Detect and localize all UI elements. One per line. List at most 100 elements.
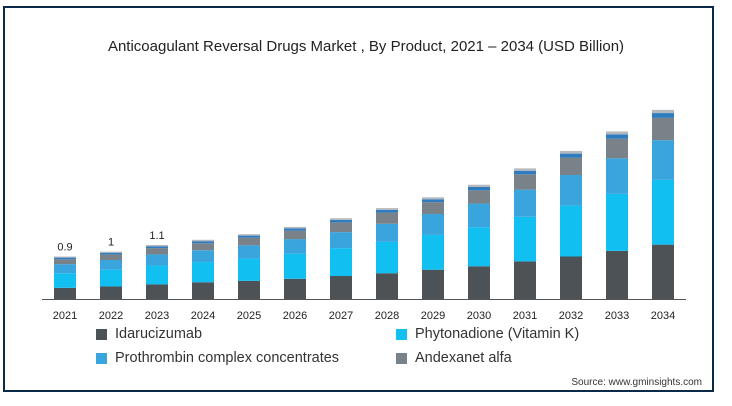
- legend-label-3: Andexanet alfa: [415, 350, 512, 366]
- bar-segment-2025-s1: [238, 258, 260, 281]
- bar-segment-2022-s2: [100, 259, 122, 270]
- bar-cap-2024-0: [192, 241, 214, 244]
- bar-cap-2030-0: [468, 186, 490, 191]
- bar-segment-2031-s2: [514, 189, 536, 217]
- bar-segment-2033-s0: [606, 250, 628, 299]
- bar-segment-2023-s2: [146, 254, 168, 266]
- bar-cap-2033-0: [606, 134, 628, 139]
- bar-segment-2030-s1: [468, 227, 490, 267]
- bar-segment-2031-s3: [514, 174, 536, 190]
- legend-swatch-1: [396, 328, 407, 340]
- bar-segment-2021-s0: [54, 287, 76, 299]
- bar-cap-2031-0: [514, 170, 536, 175]
- bar-cap-2033-1: [606, 131, 628, 135]
- bar-segment-2023-s3: [146, 248, 168, 255]
- bar-cap-2027-1: [330, 218, 352, 220]
- bar-segment-2026-s3: [284, 230, 306, 240]
- bar-cap-2023-0: [146, 246, 168, 249]
- bar-segment-2031-s0: [514, 261, 536, 299]
- x-tick-label-2027: 2027: [329, 310, 353, 322]
- bar-segment-2030-s3: [468, 190, 490, 204]
- x-tick-label-2030: 2030: [467, 310, 491, 322]
- x-tick-label-2034: 2034: [651, 310, 675, 322]
- bar-segment-2033-s1: [606, 193, 628, 251]
- bar-segment-2021-s1: [54, 273, 76, 288]
- x-tick-label-2032: 2032: [559, 310, 583, 322]
- bar-cap-2021-0: [54, 257, 76, 260]
- bar-segment-2033-s2: [606, 158, 628, 194]
- bar-segment-2030-s0: [468, 266, 490, 299]
- bar-segment-2032-s1: [560, 205, 582, 257]
- source-note: Source: www.gminsights.com: [571, 377, 702, 388]
- bar-segment-2024-s0: [192, 282, 214, 299]
- legend-swatch-0: [96, 328, 107, 340]
- bar-cap-2029-0: [422, 199, 444, 203]
- x-tick-label-2026: 2026: [283, 310, 307, 322]
- x-tick-label-2033: 2033: [605, 310, 629, 322]
- bar-cap-2034-1: [652, 109, 674, 114]
- bar-segment-2022-s1: [100, 269, 122, 287]
- bar-cap-2022-1: [100, 251, 122, 253]
- chart-legend: Idarucizumab Phytonadione (Vitamin K) Prot…: [96, 326, 656, 366]
- x-tick-label-2024: 2024: [191, 310, 215, 322]
- bar-segment-2029-s1: [422, 234, 444, 270]
- bar-segment-2022-s0: [100, 286, 122, 299]
- bar-segment-2027-s3: [330, 222, 352, 233]
- bar-cap-2021-1: [54, 256, 76, 258]
- bar-cap-2026-0: [284, 228, 306, 231]
- bar-segment-2026-s0: [284, 278, 306, 299]
- bar-segment-2028-s3: [376, 212, 398, 224]
- bar-segment-2027-s1: [330, 248, 352, 277]
- data-label-2021: 0.9: [57, 242, 72, 254]
- bar-segment-2030-s2: [468, 203, 490, 228]
- bar-segment-2026-s1: [284, 253, 306, 279]
- bar-segment-2031-s1: [514, 216, 536, 262]
- bar-cap-2031-1: [514, 168, 536, 171]
- x-tick-label-2023: 2023: [145, 310, 169, 322]
- bar-cap-2032-0: [560, 153, 582, 158]
- bar-segment-2027-s0: [330, 276, 352, 299]
- legend-label-0: Idarucizumab: [115, 326, 203, 342]
- x-tick-label-2028: 2028: [375, 310, 399, 322]
- bar-segment-2028-s2: [376, 223, 398, 242]
- bar-segment-2034-s3: [652, 117, 674, 141]
- chart-frame: [3, 6, 714, 392]
- bar-cap-2023-1: [146, 245, 168, 247]
- bar-segment-2028-s0: [376, 273, 398, 299]
- bar-segment-2029-s2: [422, 214, 444, 235]
- bar-segment-2022-s3: [100, 254, 122, 260]
- bar-segment-2032-s3: [560, 157, 582, 175]
- legend-item-3: Andexanet alfa: [396, 350, 656, 366]
- data-label-2022: 1: [108, 237, 114, 249]
- bar-segment-2027-s2: [330, 232, 352, 249]
- legend-item-2: Prothrombin complex concentrates: [96, 350, 396, 366]
- bar-cap-2025-0: [238, 235, 260, 238]
- legend-item-1: Phytonadione (Vitamin K): [396, 326, 656, 342]
- bar-segment-2028-s1: [376, 241, 398, 274]
- bar-segment-2034-s1: [652, 179, 674, 245]
- bar-segment-2023-s1: [146, 265, 168, 285]
- bar-segment-2024-s1: [192, 262, 214, 283]
- bar-cap-2034-0: [652, 113, 674, 118]
- bar-cap-2028-1: [376, 208, 398, 210]
- data-label-2023: 1.1: [149, 230, 164, 242]
- x-tick-label-2029: 2029: [421, 310, 445, 322]
- bar-cap-2024-1: [192, 239, 214, 242]
- legend-label-1: Phytonadione (Vitamin K): [415, 326, 580, 342]
- bar-segment-2032-s2: [560, 174, 582, 206]
- legend-swatch-2: [96, 352, 107, 364]
- bar-segment-2024-s3: [192, 243, 214, 251]
- bar-cap-2029-1: [422, 197, 444, 200]
- bar-segment-2029-s0: [422, 269, 444, 299]
- bar-cap-2030-1: [468, 184, 490, 187]
- bar-segment-2023-s0: [146, 284, 168, 299]
- bar-cap-2027-0: [330, 219, 352, 223]
- bar-cap-2028-0: [376, 209, 398, 213]
- bar-segment-2032-s0: [560, 256, 582, 299]
- bar-segment-2025-s3: [238, 237, 260, 246]
- bar-segment-2026-s2: [284, 239, 306, 254]
- bar-segment-2034-s2: [652, 140, 674, 180]
- bar-cap-2032-1: [560, 150, 582, 154]
- x-tick-label-2031: 2031: [513, 310, 537, 322]
